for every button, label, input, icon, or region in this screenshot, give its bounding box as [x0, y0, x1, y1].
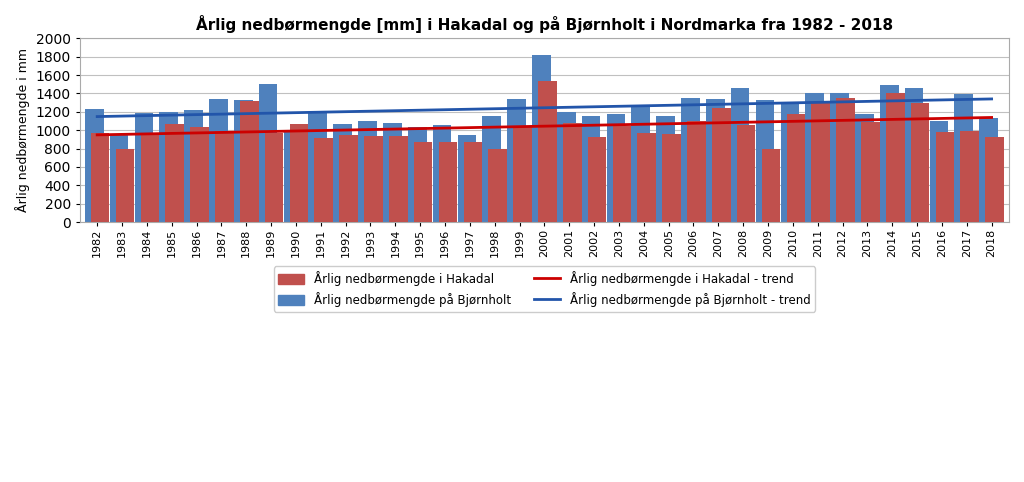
Bar — [215, 131, 233, 222]
Bar — [209, 99, 227, 222]
Title: Årlig nedbørmengde [mm] i Hakadal og på Bjørnholt i Nordmarka fra 1982 - 2018: Årlig nedbørmengde [mm] i Hakadal og på … — [196, 15, 893, 33]
Bar — [706, 99, 725, 222]
Bar — [308, 112, 327, 222]
Bar — [582, 117, 600, 222]
Bar — [855, 114, 873, 222]
Bar — [284, 133, 302, 222]
Bar — [762, 148, 780, 222]
Bar — [780, 104, 799, 222]
Bar — [458, 135, 476, 222]
Bar — [979, 118, 998, 222]
Bar — [482, 117, 501, 222]
Bar — [110, 134, 128, 222]
Bar — [936, 132, 954, 222]
Bar — [383, 123, 401, 222]
Bar — [488, 149, 507, 222]
Bar — [160, 112, 178, 222]
Bar — [314, 137, 333, 222]
Bar — [954, 94, 973, 222]
Bar — [408, 127, 427, 222]
Legend: Årlig nedbørmengde i Hakadal, Årlig nedbørmengde på Bjørnholt, Årlig nedbørmengd: Årlig nedbørmengde i Hakadal, Årlig nedb… — [273, 267, 815, 312]
Bar — [681, 98, 699, 222]
Bar — [265, 133, 284, 222]
Bar — [233, 100, 253, 222]
Bar — [116, 148, 134, 222]
Bar — [438, 142, 458, 222]
Bar — [433, 125, 452, 222]
Bar — [638, 133, 656, 222]
Bar — [339, 135, 358, 222]
Bar — [632, 107, 650, 222]
Bar — [663, 134, 681, 222]
Bar — [85, 109, 103, 222]
Bar — [507, 99, 526, 222]
Bar — [910, 103, 930, 222]
Bar — [184, 110, 203, 222]
Bar — [190, 127, 209, 222]
Bar — [606, 114, 626, 222]
Bar — [588, 136, 606, 222]
Bar — [513, 126, 531, 222]
Bar — [861, 122, 880, 222]
Bar — [985, 136, 1004, 222]
Bar — [737, 125, 756, 222]
Bar — [880, 85, 899, 222]
Bar — [91, 133, 110, 222]
Bar — [563, 123, 582, 222]
Bar — [786, 114, 805, 222]
Bar — [259, 84, 278, 222]
Bar — [811, 103, 830, 222]
Bar — [756, 100, 774, 222]
Bar — [905, 88, 924, 222]
Bar — [389, 136, 408, 222]
Bar — [656, 116, 675, 222]
Bar — [134, 113, 154, 222]
Bar — [557, 112, 575, 222]
Bar — [886, 94, 904, 222]
Bar — [290, 124, 308, 222]
Bar — [166, 124, 184, 222]
Bar — [464, 142, 482, 222]
Bar — [930, 121, 948, 222]
Y-axis label: Årlig nedbørmengde i mm: Årlig nedbørmengde i mm — [15, 48, 30, 212]
Bar — [731, 88, 750, 222]
Bar — [687, 120, 706, 222]
Bar — [538, 80, 557, 222]
Bar — [806, 93, 824, 222]
Bar — [334, 124, 352, 222]
Bar — [961, 131, 979, 222]
Bar — [140, 134, 159, 222]
Bar — [414, 142, 432, 222]
Bar — [837, 98, 855, 222]
Bar — [712, 108, 730, 222]
Bar — [240, 101, 259, 222]
Bar — [532, 55, 551, 222]
Bar — [830, 93, 849, 222]
Bar — [612, 126, 631, 222]
Bar — [358, 121, 377, 222]
Bar — [365, 136, 383, 222]
